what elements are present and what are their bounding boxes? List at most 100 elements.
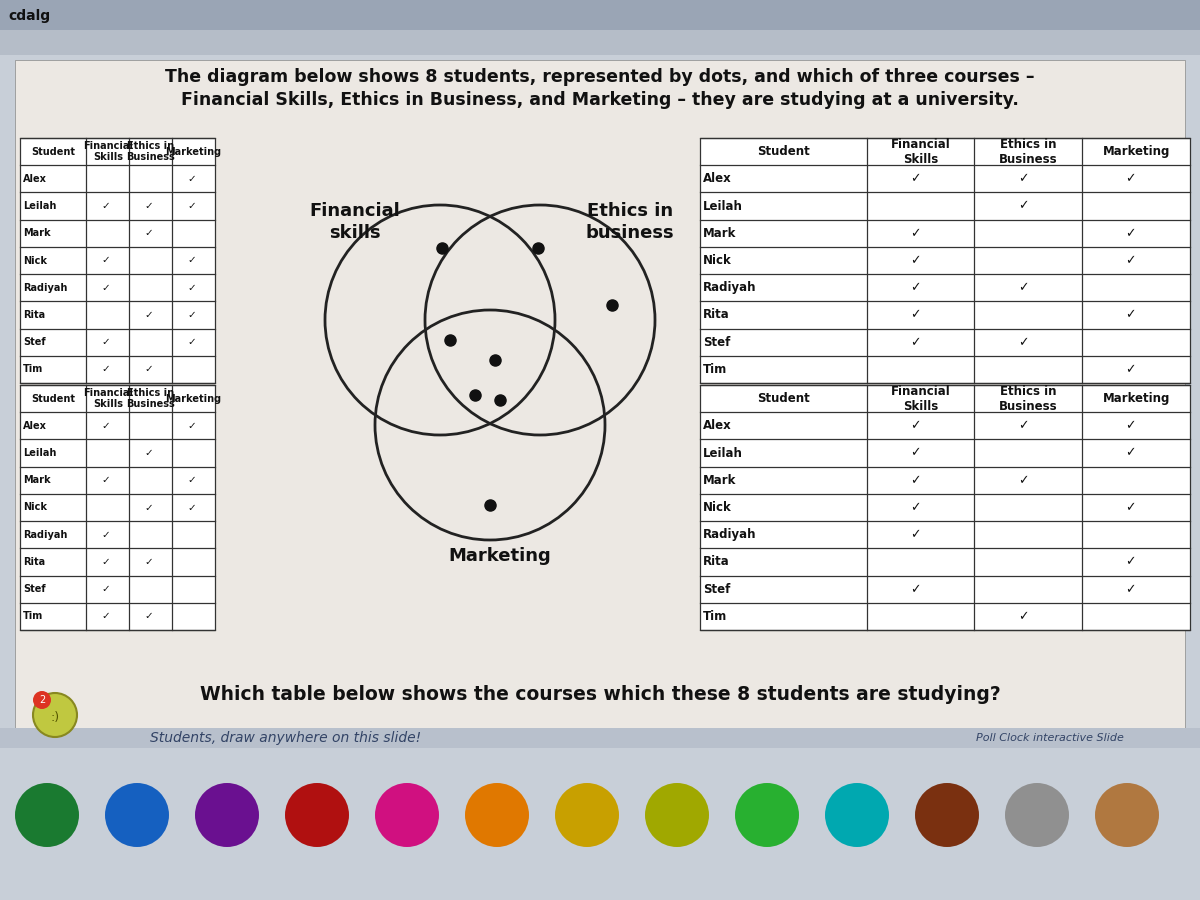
Text: Financial
Skills: Financial Skills	[83, 140, 133, 162]
Text: Financial Skills, Ethics in Business, and Marketing – they are studying at a uni: Financial Skills, Ethics in Business, an…	[181, 91, 1019, 109]
Text: The diagram below shows 8 students, represented by dots, and which of three cour: The diagram below shows 8 students, repr…	[166, 68, 1034, 86]
Text: Marketing: Marketing	[1103, 145, 1170, 158]
Text: Stef: Stef	[23, 338, 46, 347]
Text: Radiyah: Radiyah	[703, 528, 756, 541]
Text: Mark: Mark	[23, 475, 50, 485]
Circle shape	[34, 693, 77, 737]
Text: Mark: Mark	[23, 229, 50, 238]
Text: ✓: ✓	[1126, 227, 1136, 239]
Text: Stef: Stef	[703, 336, 731, 348]
Bar	[20, 138, 215, 383]
Text: Alex: Alex	[703, 419, 732, 432]
Text: ✓: ✓	[1126, 419, 1136, 432]
Text: Marketing: Marketing	[166, 147, 222, 157]
Text: ✓: ✓	[910, 281, 920, 294]
Text: Tim: Tim	[703, 363, 727, 376]
Text: ✓: ✓	[1018, 473, 1028, 487]
Text: Ethics in
Business: Ethics in Business	[126, 388, 175, 410]
Text: ✓: ✓	[187, 174, 196, 184]
Text: ✓: ✓	[101, 364, 110, 374]
Text: ✓: ✓	[910, 419, 920, 432]
Text: ✓: ✓	[1126, 254, 1136, 267]
Text: Tim: Tim	[703, 610, 727, 623]
Text: ✓: ✓	[910, 473, 920, 487]
Text: ✓: ✓	[910, 446, 920, 460]
Text: Leilah: Leilah	[703, 446, 743, 460]
Text: Ethics in
Business: Ethics in Business	[998, 384, 1057, 412]
Circle shape	[1006, 783, 1069, 847]
Bar	[0, 30, 1200, 55]
Text: Alex: Alex	[23, 421, 47, 431]
Circle shape	[106, 783, 169, 847]
Text: Radiyah: Radiyah	[23, 530, 67, 540]
Circle shape	[554, 783, 619, 847]
Text: Student: Student	[757, 392, 810, 405]
Text: ✓: ✓	[187, 502, 196, 512]
Bar	[0, 0, 1200, 30]
Text: ✓: ✓	[101, 256, 110, 266]
Text: Stef: Stef	[23, 584, 46, 594]
Text: cdalg: cdalg	[8, 9, 50, 23]
Text: ✓: ✓	[910, 227, 920, 239]
Text: Ethics in
Business: Ethics in Business	[998, 138, 1057, 166]
Circle shape	[734, 783, 799, 847]
Text: ✓: ✓	[1126, 172, 1136, 185]
Bar	[700, 385, 1190, 630]
Text: ✓: ✓	[101, 283, 110, 293]
Text: Stef: Stef	[703, 582, 731, 596]
Text: ✓: ✓	[1018, 610, 1028, 623]
Text: Nick: Nick	[703, 501, 732, 514]
Text: ✓: ✓	[1126, 501, 1136, 514]
Text: ✓: ✓	[1018, 336, 1028, 348]
Text: ✓: ✓	[1018, 200, 1028, 212]
Text: Student: Student	[31, 393, 76, 403]
Text: ✓: ✓	[144, 448, 152, 458]
Text: Financial
Skills: Financial Skills	[890, 384, 950, 412]
Bar	[20, 385, 215, 630]
Text: ✓: ✓	[1126, 363, 1136, 376]
Text: Ethics in
business: Ethics in business	[586, 202, 674, 242]
Text: :): :)	[50, 710, 60, 724]
Text: Ethics in
Business: Ethics in Business	[126, 140, 175, 162]
Text: ✓: ✓	[101, 421, 110, 431]
Text: Financial
Skills: Financial Skills	[890, 138, 950, 166]
Text: 2: 2	[38, 695, 46, 705]
Text: ✓: ✓	[187, 256, 196, 266]
Text: Mark: Mark	[703, 227, 737, 239]
Text: Financial
skills: Financial skills	[310, 202, 401, 242]
Text: Rita: Rita	[23, 557, 46, 567]
Text: Nick: Nick	[23, 256, 47, 266]
Text: Tim: Tim	[23, 611, 43, 621]
Text: Rita: Rita	[23, 310, 46, 320]
Text: ✓: ✓	[910, 582, 920, 596]
Text: Rita: Rita	[703, 309, 730, 321]
Text: ✓: ✓	[101, 338, 110, 347]
Text: Financial
Skills: Financial Skills	[83, 388, 133, 410]
Bar	[700, 138, 1190, 383]
Text: Alex: Alex	[23, 174, 47, 184]
Text: ✓: ✓	[1018, 281, 1028, 294]
Circle shape	[374, 783, 439, 847]
Text: Radiyah: Radiyah	[703, 281, 756, 294]
Text: ✓: ✓	[144, 557, 152, 567]
Text: ✓: ✓	[144, 310, 152, 320]
Circle shape	[34, 691, 50, 709]
Circle shape	[826, 783, 889, 847]
Text: Mark: Mark	[703, 473, 737, 487]
Text: Marketing: Marketing	[1103, 392, 1170, 405]
Text: ✓: ✓	[101, 557, 110, 567]
Text: Nick: Nick	[703, 254, 732, 267]
Text: ✓: ✓	[144, 229, 152, 238]
Circle shape	[286, 783, 349, 847]
Text: ✓: ✓	[1126, 555, 1136, 569]
Text: ✓: ✓	[910, 501, 920, 514]
Text: ✓: ✓	[1126, 309, 1136, 321]
Text: Rita: Rita	[703, 555, 730, 569]
Text: ✓: ✓	[187, 310, 196, 320]
Text: Radiyah: Radiyah	[23, 283, 67, 293]
Text: Leilah: Leilah	[23, 448, 56, 458]
Text: Marketing: Marketing	[449, 547, 551, 565]
Text: Students, draw anywhere on this slide!: Students, draw anywhere on this slide!	[150, 731, 421, 745]
Circle shape	[1096, 783, 1159, 847]
Circle shape	[916, 783, 979, 847]
